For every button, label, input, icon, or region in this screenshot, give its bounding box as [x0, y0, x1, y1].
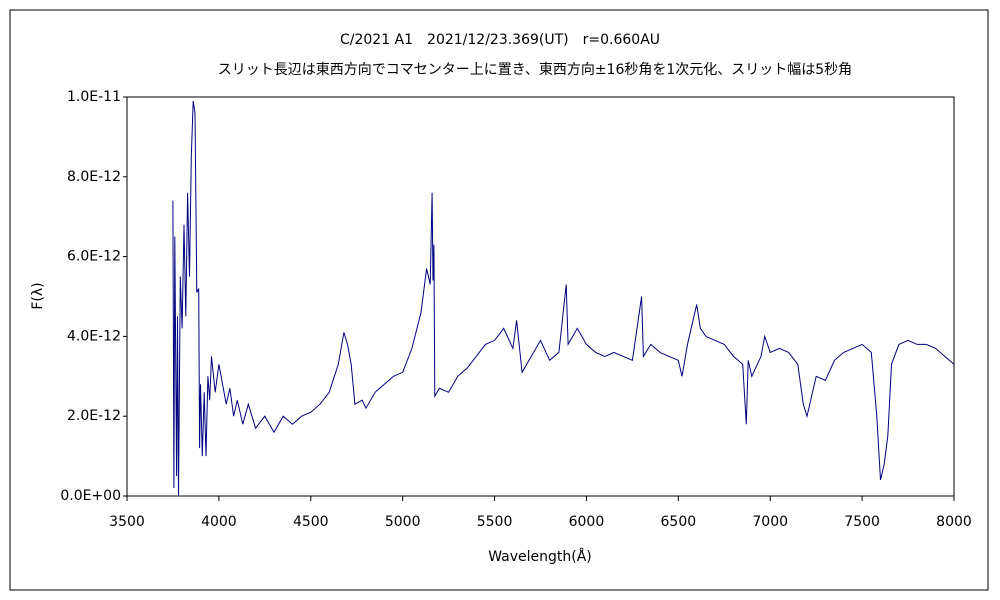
x-axis-label: Wavelength(Å) — [488, 548, 592, 565]
y-tick-label: 2.0E-12 — [67, 408, 121, 424]
x-tick-label: 7000 — [752, 514, 788, 530]
y-tick-label: 1.0E-11 — [67, 89, 121, 105]
chart-title: C/2021 A1 2021/12/23.369(UT) r=0.660AU — [340, 32, 660, 48]
chart-subtitle: スリット長辺は東西方向でコマセンター上に置き、東西方向±16秒角を1次元化、スリ… — [218, 62, 852, 78]
y-axis-label: F(λ) — [30, 282, 46, 309]
y-tick-label: 6.0E-12 — [67, 249, 121, 265]
y-tick-label: 4.0E-12 — [67, 328, 121, 344]
x-tick-label: 8000 — [936, 514, 972, 530]
x-tick-label: 7500 — [844, 514, 880, 530]
plot-area — [126, 96, 955, 497]
x-tick-label: 3500 — [109, 514, 145, 530]
x-tick-label: 6000 — [569, 514, 605, 530]
y-tick-label: 0.0E+00 — [60, 488, 121, 504]
x-tick-label: 5000 — [385, 514, 421, 530]
x-tick-label: 4000 — [201, 514, 237, 530]
spectrum-line — [172, 100, 955, 497]
x-tick-label: 4500 — [293, 514, 329, 530]
y-tick-label: 8.0E-12 — [67, 169, 121, 185]
x-tick-label: 6500 — [661, 514, 697, 530]
x-tick-label: 5500 — [477, 514, 513, 530]
